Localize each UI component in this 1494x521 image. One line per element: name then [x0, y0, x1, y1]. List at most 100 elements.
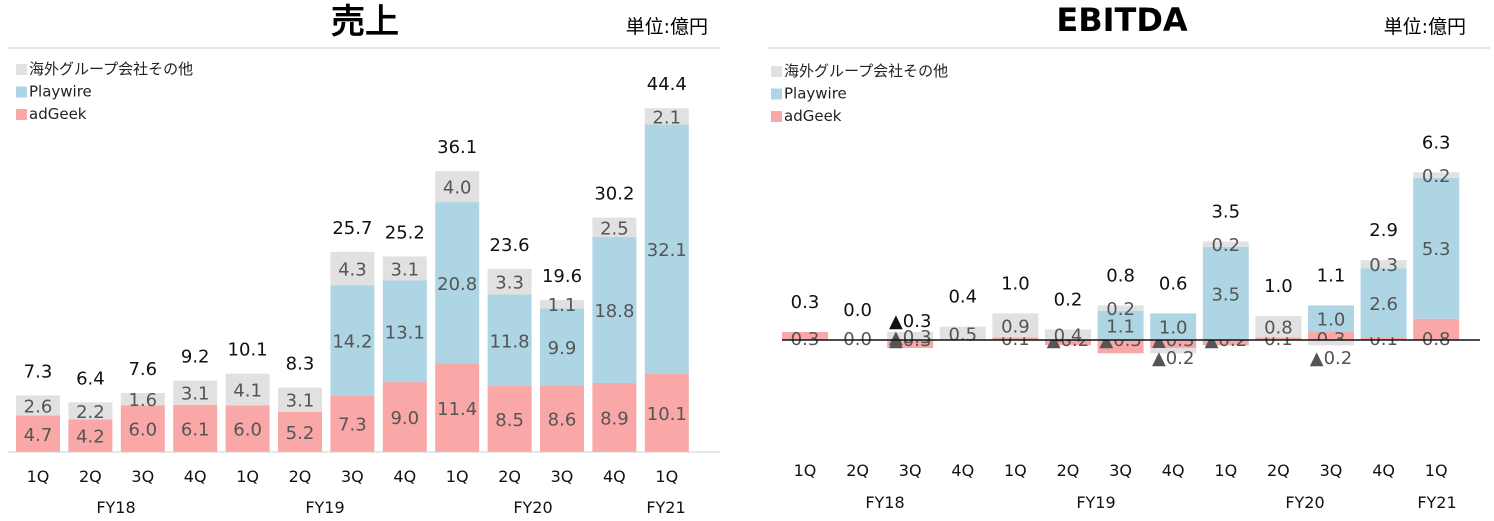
sales-bar-label-5-0: 5.2	[286, 423, 315, 444]
sales-bar-4-2	[225, 373, 270, 406]
sales-quarter-label-5: 2Q	[289, 467, 312, 486]
sales-total-label-1: 6.4	[76, 368, 105, 389]
sales-bar-3-0	[173, 404, 218, 452]
sales-bar-label-10-0: 8.6	[548, 410, 577, 431]
ebitda-legend-label-1: Playwire	[784, 85, 847, 103]
sales-bar-label-2-0: 6.0	[128, 420, 157, 441]
sales-bar-label-8-2: 4.0	[443, 178, 472, 199]
sales-chart-title: 売上	[331, 2, 399, 42]
sales-bar-label-3-2: 3.1	[181, 384, 210, 405]
ebitda-bar-9-0	[1255, 337, 1302, 340]
ebitda-legend-label-0: 海外グループ会社その他	[784, 62, 948, 80]
sales-bar-label-12-1: 32.1	[647, 240, 687, 261]
ebitda-total-label-8: 3.5	[1211, 202, 1240, 223]
sales-bar-label-10-2: 1.1	[548, 295, 577, 316]
ebitda-bar-10-1	[1308, 305, 1354, 333]
sales-quarter-label-0: 1Q	[27, 467, 50, 486]
ebitda-bar-label-11-1: 2.6	[1369, 294, 1398, 315]
sales-bar-12-2	[644, 108, 689, 125]
sales-bar-label-3-0: 6.1	[181, 419, 210, 440]
ebitda-total-label-2: ▲0.3	[889, 311, 931, 332]
sales-bar-label-2-2: 1.6	[128, 390, 157, 411]
sales-bar-10-2	[540, 299, 584, 309]
ebitda-bar-12-0	[1413, 318, 1460, 340]
ebitda-bar-label-8-1: 3.5	[1211, 284, 1240, 305]
ebitda-axis: 1Q 2Q 3Q 4Q 1Q 2Q 3Q 4Q 1Q 2Q 3Q 4Q 1Q FY18 FY19 FY20 FY…	[782, 339, 1480, 512]
ebitda-bar-9-2	[1255, 316, 1302, 338]
ebitda-total-label-6: 0.8	[1106, 265, 1135, 286]
sales-bar-4-0	[225, 405, 270, 452]
ebitda-bar-7-2	[1150, 347, 1197, 354]
ebitda-bar-4-0	[992, 337, 1039, 340]
sales-bar-0-2	[16, 395, 60, 416]
ebitda-quarter-label-11: 4Q	[1372, 461, 1395, 480]
ebitda-quarter-label-0: 1Q	[794, 461, 817, 480]
sales-total-label-8: 36.1	[437, 137, 477, 158]
ebitda-quarter-label-10: 3Q	[1320, 461, 1343, 480]
sales-bar-8-2	[435, 171, 480, 203]
ebitda-bar-label-4-2: 0.9	[1001, 316, 1030, 337]
sales-total-label-12: 44.4	[647, 74, 687, 95]
ebitda-bar-2-0	[887, 340, 934, 348]
ebitda-bar-10-0	[1308, 332, 1354, 340]
ebitda-bar-label-12-1: 5.3	[1422, 239, 1451, 260]
ebitda-bar-6-0	[1097, 340, 1144, 354]
sales-bar-label-9-2: 3.3	[495, 273, 524, 294]
sales-bar-9-2	[487, 268, 532, 295]
sales-legend-swatch-0	[16, 64, 27, 75]
sales-bar-label-7-1: 13.1	[385, 322, 425, 343]
sales-year-label-3: FY21	[646, 498, 685, 517]
ebitda-quarter-label-8: 1Q	[1214, 461, 1237, 480]
sales-bar-2-2	[120, 393, 165, 406]
ebitda-bar-5-0	[1045, 340, 1091, 346]
sales-total-label-10: 19.6	[542, 266, 582, 287]
ebitda-bar-6-1	[1097, 310, 1144, 340]
sales-bar-label-1-2: 2.2	[76, 402, 105, 423]
ebitda-bar-5-2	[1045, 329, 1091, 340]
sales-total-label-2: 7.6	[128, 359, 157, 380]
ebitda-bar-4-2	[992, 313, 1039, 338]
ebitda-total-label-11: 2.9	[1369, 220, 1398, 241]
sales-total-label-9: 23.6	[490, 235, 530, 256]
ebitda-bar-label-11-2: 0.3	[1369, 255, 1398, 276]
sales-bar-0-0	[16, 415, 60, 452]
ebitda-bars: 0.30.30.00.0▲0.3▲0.3▲0.30.50.40.10.91.0▲…	[782, 132, 1460, 369]
ebitda-bar-11-1	[1360, 268, 1407, 338]
sales-legend-label-1: Playwire	[29, 83, 92, 101]
ebitda-quarter-label-4: 1Q	[1004, 461, 1027, 480]
ebitda-quarter-label-2: 3Q	[899, 461, 922, 480]
sales-bar-8-0	[435, 363, 480, 452]
sales-bars: 4.7 2.6 7.3 4.2 2.2 6.4 6.0 1.6 7.6 6.1 3.1 9.2 6.0 4…	[16, 74, 689, 452]
sales-legend-label-0: 海外グループ会社その他	[29, 60, 193, 78]
sales-quarter-label-2: 3Q	[131, 467, 154, 486]
sales-bar-label-9-1: 11.8	[490, 331, 530, 352]
ebitda-bar-0-0	[782, 332, 828, 340]
sales-bar-label-12-0: 10.1	[647, 404, 687, 425]
sales-total-label-5: 8.3	[286, 354, 315, 375]
sales-bar-label-6-0: 7.3	[338, 415, 367, 436]
ebitda-total-label-7: 0.6	[1159, 273, 1188, 294]
sales-quarter-label-1: 2Q	[79, 467, 102, 486]
ebitda-legend-swatch-0	[771, 66, 782, 77]
sales-bar-label-1-0: 4.2	[76, 427, 105, 448]
ebitda-total-label-9: 1.0	[1264, 276, 1293, 297]
sales-quarter-label-6: 3Q	[341, 467, 364, 486]
ebitda-legend-label-2: adGeek	[784, 107, 842, 125]
ebitda-quarter-label-12: 1Q	[1425, 461, 1448, 480]
sales-bar-label-8-0: 11.4	[437, 399, 477, 420]
sales-bar-label-11-1: 18.8	[594, 301, 634, 322]
sales-bar-7-1	[382, 280, 427, 383]
ebitda-total-label-5: 0.2	[1054, 289, 1083, 310]
ebitda-bar-label-8-2: 0.2	[1211, 235, 1240, 256]
sales-bar-9-0	[487, 386, 532, 452]
ebitda-bar-label-7-1: 1.0	[1159, 318, 1188, 339]
ebitda-quarter-label-5: 2Q	[1057, 461, 1080, 480]
sales-bar-11-0	[592, 382, 637, 452]
ebitda-legend: 海外グループ会社その他 Playwire adGeek	[771, 62, 948, 125]
ebitda-bar-3-2	[939, 326, 986, 340]
ebitda-year-label-1: FY19	[1076, 493, 1115, 512]
sales-quarter-label-10: 3Q	[551, 467, 574, 486]
ebitda-bar-label-7-2: ▲0.2	[1152, 348, 1194, 369]
sales-bar-label-5-2: 3.1	[286, 391, 315, 412]
